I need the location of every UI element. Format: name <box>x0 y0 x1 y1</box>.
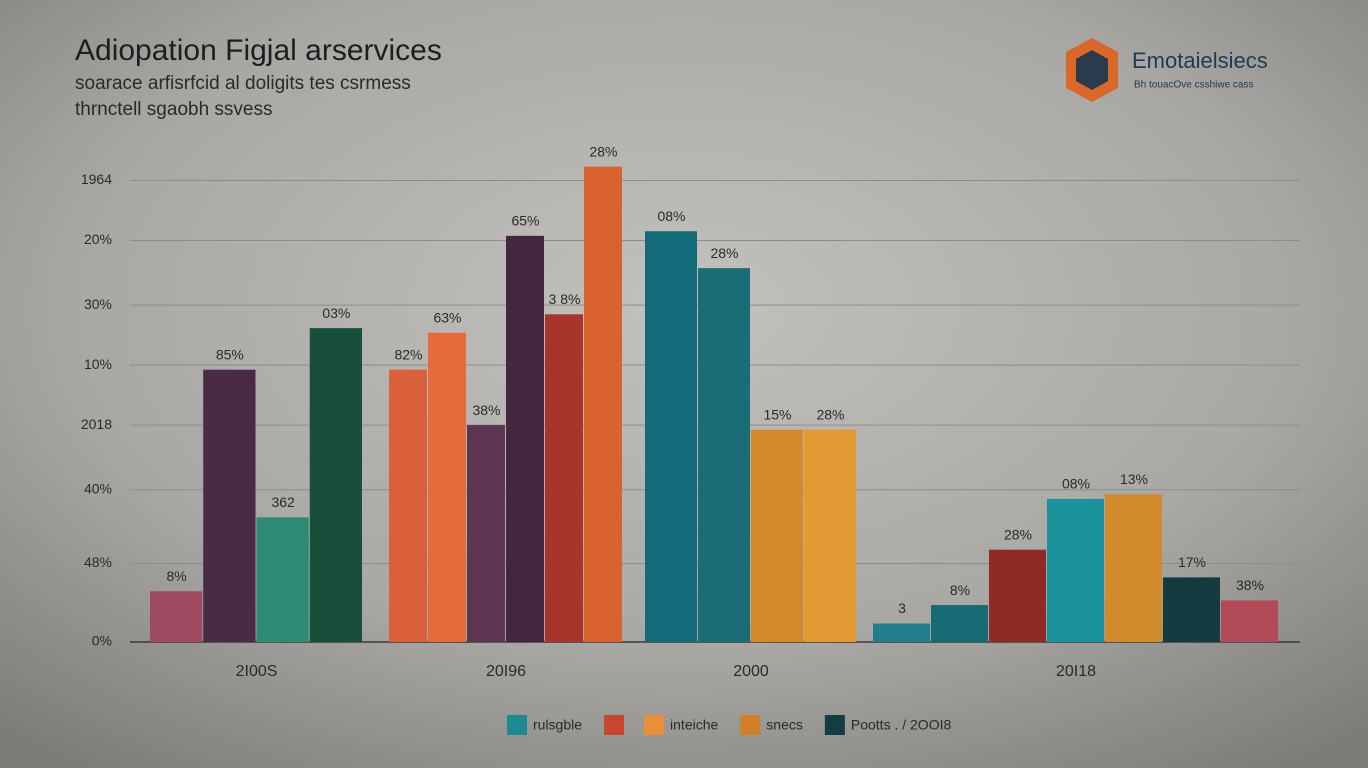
bar <box>873 623 930 642</box>
value-label: 38% <box>1236 577 1264 593</box>
subtitle: thrnctell sgaobh ssvess <box>75 99 273 120</box>
y-tick-label: 0% <box>92 633 112 649</box>
logo: Emotaielsiecs Bh touacOve csshiwe cass <box>1066 38 1268 102</box>
bar <box>506 235 544 642</box>
value-label: 362 <box>271 494 295 510</box>
x-tick-label: 2I00S <box>236 663 278 680</box>
legend-swatch <box>604 715 625 735</box>
bar <box>1221 600 1278 642</box>
value-label: 03% <box>322 305 350 321</box>
legend-swatch <box>740 715 761 735</box>
y-tick-label: 2018 <box>81 416 112 432</box>
bar <box>1163 577 1220 642</box>
y-tick-label: 40% <box>84 480 112 496</box>
value-label: 65% <box>511 213 539 229</box>
logo-icon <box>1076 50 1108 90</box>
bar <box>256 517 309 642</box>
bar <box>545 314 583 642</box>
bar <box>989 549 1046 642</box>
y-tick-label: 20% <box>84 231 112 247</box>
bar <box>428 332 466 642</box>
value-label: 28% <box>589 143 617 159</box>
value-label: 38% <box>472 402 500 418</box>
bar <box>150 591 203 642</box>
x-tick-label: 2000 <box>733 663 769 680</box>
legend-label: snecs <box>766 717 803 733</box>
bar <box>584 166 622 642</box>
x-tick-label: 20I96 <box>486 663 526 680</box>
bar <box>645 231 697 642</box>
bar <box>751 429 803 642</box>
x-tick-label: 20I18 <box>1056 663 1096 680</box>
value-label: 3 <box>898 600 906 616</box>
value-label: 28% <box>1004 526 1032 542</box>
subtitle: soarace arfisrfcid al doligits tes csrme… <box>75 73 411 94</box>
legend-swatch <box>644 715 665 735</box>
value-label: 82% <box>394 346 422 362</box>
value-label: 08% <box>657 208 685 224</box>
value-label: 85% <box>216 346 244 362</box>
bar <box>467 425 505 642</box>
logo-name: Emotaielsiecs <box>1132 48 1268 73</box>
bar <box>309 328 362 642</box>
y-tick-label: 10% <box>84 356 112 372</box>
value-label: 8% <box>950 582 970 598</box>
value-label: 13% <box>1120 471 1148 487</box>
y-tick-label: 1964 <box>81 171 112 187</box>
bar <box>203 369 256 642</box>
legend-label: Pootts . / 2OOI8 <box>851 717 952 733</box>
logo-tagline: Bh touacOve csshiwe cass <box>1134 80 1254 91</box>
value-label: 8% <box>167 568 187 584</box>
legend-label: inteiche <box>670 717 718 733</box>
y-tick-label: 30% <box>84 296 112 312</box>
value-label: 63% <box>433 309 461 325</box>
bar <box>804 429 856 642</box>
value-label: 15% <box>763 406 791 422</box>
value-label: 28% <box>816 406 844 422</box>
legend-label: rulsgble <box>533 717 582 733</box>
legend-swatch <box>824 715 845 735</box>
value-label: 28% <box>710 245 738 261</box>
legend-swatch <box>507 715 527 735</box>
value-label: 17% <box>1178 554 1206 570</box>
chart-title: Adiopation Figjal arservices <box>75 34 442 67</box>
bar <box>1105 494 1162 642</box>
y-tick-label: 48% <box>84 554 112 570</box>
bar <box>1047 498 1104 642</box>
bar <box>389 369 427 642</box>
value-label: 3 8% <box>549 291 581 307</box>
value-label: 08% <box>1062 476 1090 492</box>
bar <box>698 268 750 642</box>
bar <box>931 605 988 642</box>
